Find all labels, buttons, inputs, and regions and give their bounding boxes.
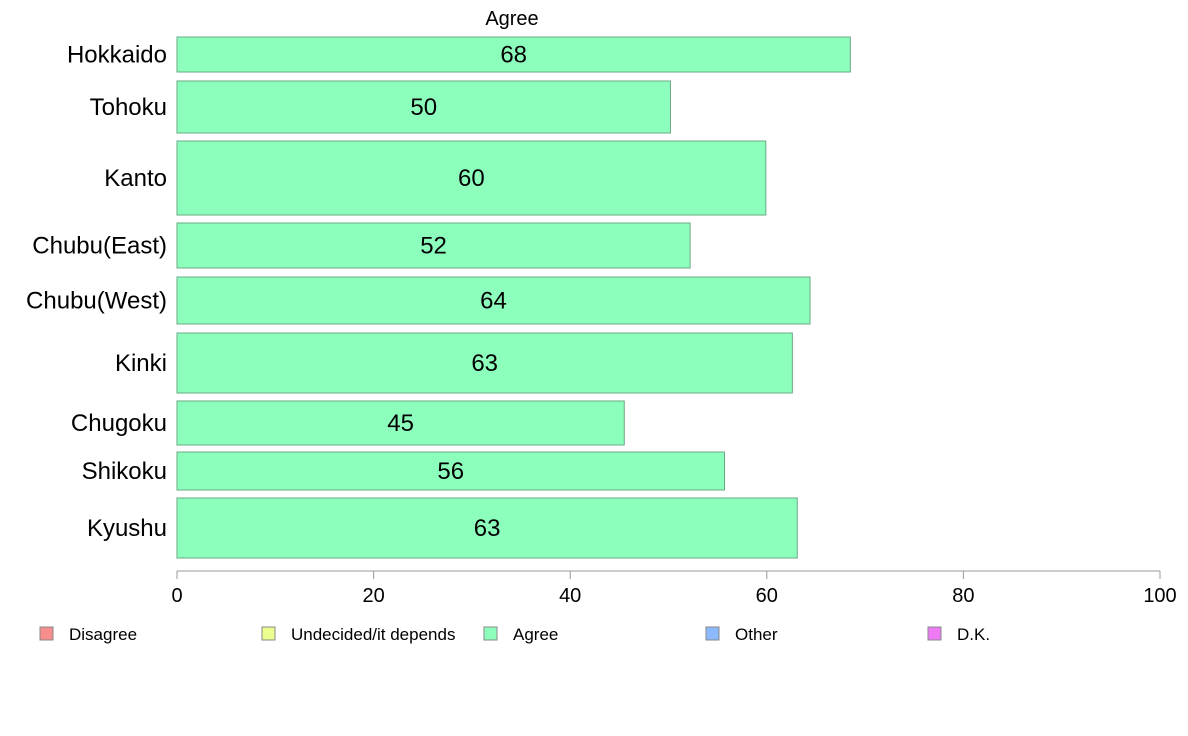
category-label: Shikoku — [82, 458, 167, 485]
data-label: 63 — [474, 515, 501, 542]
x-tick-label: 40 — [559, 585, 581, 607]
category-label: Tohoku — [90, 94, 167, 121]
legend-label: D.K. — [957, 625, 990, 644]
category-label: Kanto — [104, 165, 167, 192]
legend-label: Agree — [513, 625, 558, 644]
category-label: Kyushu — [87, 515, 167, 542]
x-tick-label: 100 — [1143, 585, 1176, 607]
data-label: 68 — [500, 42, 527, 69]
bar-kyushu — [176, 497, 798, 559]
legend-label: Disagree — [69, 625, 137, 644]
data-label: 63 — [471, 350, 498, 377]
bars-group: Hokkaido 68 Tohoku 50 Kanto 60 Chubu(East) 52 Ch… — [26, 36, 851, 559]
legend-label: Undecided/it depends — [291, 625, 455, 644]
bar-shikoku — [176, 451, 726, 491]
legend-swatch — [483, 626, 498, 641]
legend-swatch — [927, 626, 942, 641]
category-label: Chugoku — [71, 410, 167, 437]
category-label: Chubu(East) — [32, 233, 167, 260]
legend: Disagree Undecided/it depends Agree Other D.… — [39, 625, 990, 644]
data-label: 52 — [420, 233, 447, 260]
data-label: 60 — [458, 165, 485, 192]
data-label: 56 — [437, 458, 464, 485]
bar-hokkaido — [176, 36, 851, 73]
bar-tohoku — [176, 80, 671, 134]
x-axis: 0 20 40 60 80 100 — [171, 570, 1177, 607]
bar-kanto — [176, 140, 767, 216]
legend-swatch — [39, 626, 54, 641]
category-label: Hokkaido — [67, 42, 167, 69]
x-tick-label: 20 — [362, 585, 384, 607]
legend-label: Other — [735, 625, 778, 644]
chart-title: Agree — [485, 8, 538, 30]
data-label: 64 — [480, 288, 507, 315]
x-tick-label: 80 — [952, 585, 974, 607]
data-label: 45 — [387, 410, 414, 437]
bar-chugoku — [176, 400, 625, 446]
data-label: 50 — [410, 94, 437, 121]
legend-swatch — [705, 626, 720, 641]
bar-kinki — [176, 332, 793, 394]
category-label: Kinki — [115, 350, 167, 377]
category-label: Chubu(West) — [26, 288, 167, 315]
legend-swatch — [261, 626, 276, 641]
bar-chubu-west — [176, 276, 811, 325]
x-tick-label: 60 — [756, 585, 778, 607]
x-tick-label: 0 — [171, 585, 182, 607]
bar-chubu-east — [176, 222, 691, 269]
